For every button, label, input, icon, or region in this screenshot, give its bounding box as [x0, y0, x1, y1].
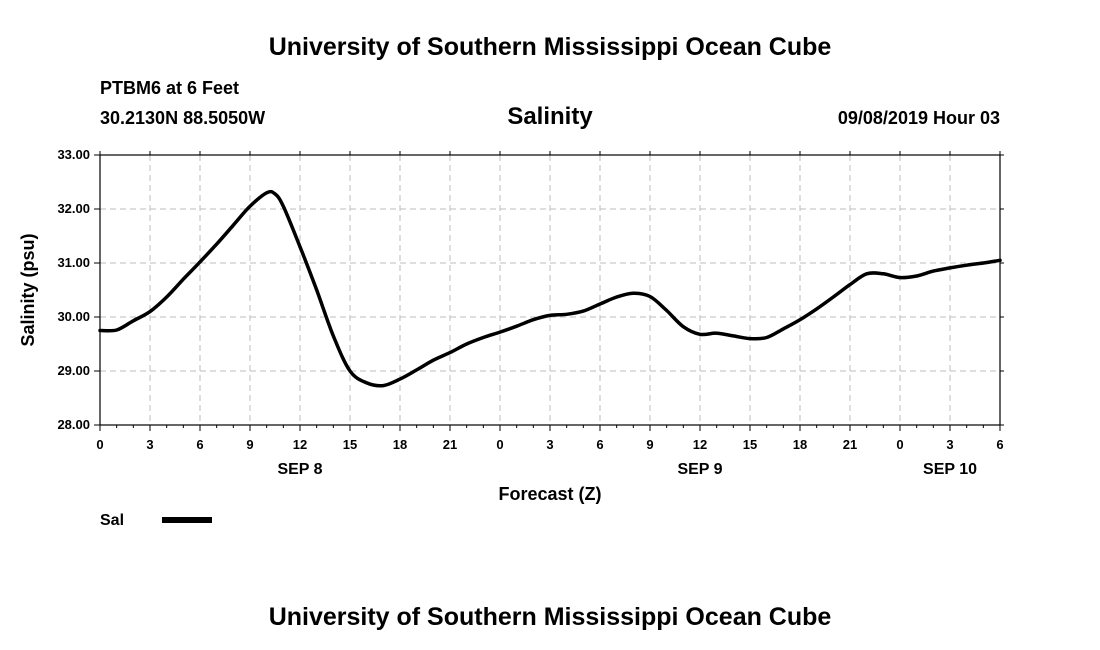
x-tick-label: 12: [293, 437, 307, 452]
footer-title: University of Southern Mississippi Ocean…: [269, 603, 832, 631]
y-tick-label: 29.00: [57, 363, 90, 378]
x-tick-label: 18: [793, 437, 807, 452]
x-tick-label: 18: [393, 437, 407, 452]
legend: Sal: [100, 512, 212, 529]
x-tick-label: 9: [646, 437, 653, 452]
y-tick-label: 30.00: [57, 309, 90, 324]
y-tick-labels: 28.00 29.00 30.00 31.00 32.00 33.00: [57, 147, 90, 432]
x-tick-label: 21: [443, 437, 457, 452]
grid-lines: [100, 155, 1000, 425]
legend-label: Sal: [100, 512, 124, 529]
date-labels: SEP 8 SEP 9 SEP 10: [277, 461, 977, 478]
x-tick-label: 6: [196, 437, 203, 452]
x-tick-label: 21: [843, 437, 857, 452]
station-label: PTBM6 at 6 Feet: [100, 78, 239, 98]
salinity-series-line: [98, 189, 1002, 388]
date-label: SEP 8: [277, 461, 322, 478]
axis-ticks: [94, 151, 1004, 431]
y-axis-label: Salinity (psu): [18, 233, 38, 346]
x-tick-label: 3: [146, 437, 153, 452]
x-tick-label: 15: [343, 437, 357, 452]
chart-title: Salinity: [507, 103, 593, 130]
x-tick-label: 0: [96, 437, 103, 452]
date-label: SEP 10: [923, 461, 977, 478]
x-tick-label: 15: [743, 437, 757, 452]
x-axis-label: Forecast (Z): [498, 484, 601, 504]
y-tick-label: 31.00: [57, 255, 90, 270]
x-tick-label: 3: [546, 437, 553, 452]
location-label: 30.2130N 88.5050W: [100, 108, 265, 128]
x-tick-label: 6: [596, 437, 603, 452]
x-tick-label: 9: [246, 437, 253, 452]
page-title: University of Southern Mississippi Ocean…: [269, 33, 832, 61]
y-tick-label: 33.00: [57, 147, 90, 162]
y-tick-label: 28.00: [57, 417, 90, 432]
date-label: SEP 9: [677, 461, 722, 478]
y-tick-label: 32.00: [57, 201, 90, 216]
x-tick-labels: 0 3 6 9 12 15 18 21 0 3 6 9 12 15 18 21 0 3 6: [96, 437, 1003, 452]
x-tick-label: 6: [996, 437, 1003, 452]
x-tick-label: 0: [496, 437, 503, 452]
datetime-label: 09/08/2019 Hour 03: [838, 108, 1000, 128]
x-tick-label: 3: [946, 437, 953, 452]
x-tick-label: 12: [693, 437, 707, 452]
x-tick-label: 0: [896, 437, 903, 452]
